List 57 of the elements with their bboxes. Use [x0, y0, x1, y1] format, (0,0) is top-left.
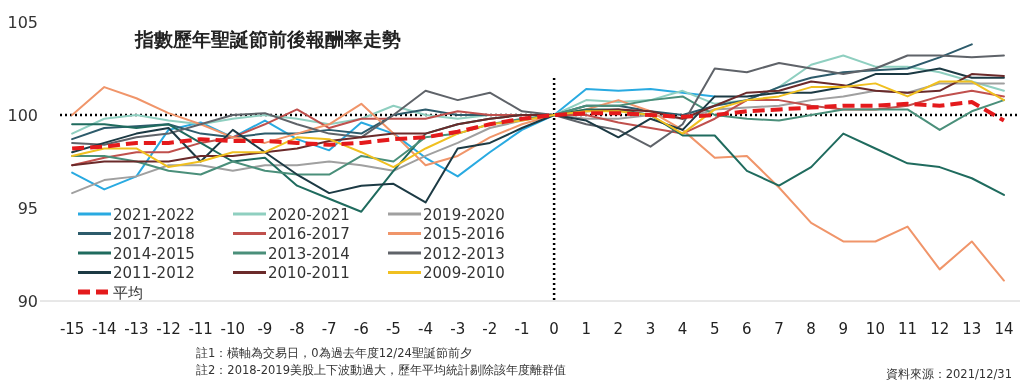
x-tick-label: -6 [353, 320, 369, 338]
legend-label: 2016-2017 [268, 225, 350, 243]
line-series [71, 67, 1005, 204]
x-tick-label: -11 [188, 320, 213, 338]
x-tick-label: 10 [865, 320, 885, 338]
y-tick-label: 105 [7, 13, 38, 32]
legend-label: 2017-2018 [113, 225, 195, 243]
x-tick-label: -8 [289, 320, 305, 338]
legend-label: 2012-2013 [423, 244, 505, 263]
line-series [70, 99, 1006, 151]
line-series [71, 86, 1005, 282]
x-tick-label: 0 [549, 320, 559, 338]
legend-label: 2014-2015 [113, 244, 195, 263]
x-tick-label: 11 [897, 320, 918, 338]
line-series [71, 95, 1005, 176]
x-tick-label: -12 [156, 320, 181, 338]
text: 註2：2018-2019美股上下波動過大，歷年平均統計剔除該年度離群值 [196, 363, 566, 377]
line-series [71, 87, 716, 191]
line-series [71, 82, 1005, 195]
legend-label: 2011-2012 [113, 264, 195, 282]
legend-label: 2009-2010 [423, 264, 505, 282]
y-tick-label: 95 [17, 199, 38, 218]
legend-label: 2021-2022 [113, 205, 195, 224]
x-tick-label: 9 [838, 320, 849, 338]
legend-label: 平均 [113, 283, 143, 302]
legend-label: 2019-2020 [423, 205, 505, 224]
legend-label: 2013-2014 [268, 244, 350, 263]
y-tick-label: 90 [17, 292, 38, 311]
legend-label: 2015-2016 [423, 225, 505, 243]
x-tick-label: -15 [59, 320, 85, 338]
x-tick-label: 3 [645, 320, 656, 338]
legend-label: 2020-2021 [268, 205, 350, 224]
chart-title: 指數歷年聖誕節前後報酬率走勢 [134, 28, 401, 50]
y-tick-label: 100 [7, 106, 38, 125]
x-tick-label: -1 [514, 320, 530, 338]
x-tick-label: 8 [806, 320, 816, 338]
x-tick-label: 7 [774, 320, 784, 338]
text: 註1：橫軸為交易日，0為過去年度12/24聖誕節前夕 [196, 346, 472, 360]
x-tick-label: 1 [581, 320, 591, 338]
x-tick-label: -5 [385, 320, 401, 338]
x-tick-label: 13 [962, 320, 982, 338]
x-tick-label: -3 [450, 320, 466, 338]
x-tick-label: 6 [742, 320, 752, 338]
x-tick-label: -4 [418, 320, 434, 338]
x-tick-label: 12 [930, 320, 950, 338]
x-tick-label: 2 [613, 320, 624, 338]
x-tick-label: -13 [124, 320, 149, 338]
x-tick-label: -2 [482, 320, 498, 338]
legend-label: 2010-2011 [268, 264, 350, 282]
x-tick-label: 5 [709, 320, 720, 338]
source-note: 資料來源：2021/12/31 [885, 367, 1012, 381]
x-tick-label: -14 [92, 320, 117, 338]
x-tick-label: 14 [994, 320, 1014, 338]
x-tick-label: -9 [257, 320, 273, 338]
x-tick-label: -10 [220, 320, 246, 338]
x-tick-label: -7 [321, 320, 337, 338]
x-tick-label: 4 [677, 320, 688, 338]
